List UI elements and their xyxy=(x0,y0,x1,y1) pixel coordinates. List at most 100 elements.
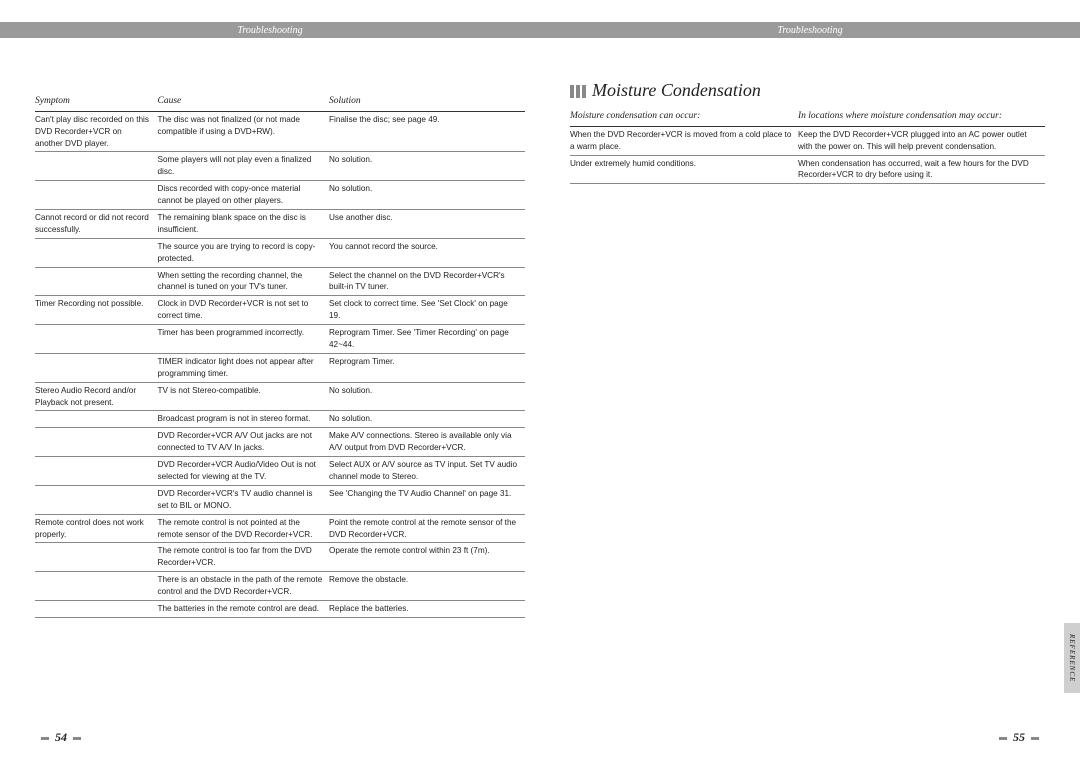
table-cell: The remote control is not pointed at the… xyxy=(158,514,330,543)
table-cell: DVD Recorder+VCR A/V Out jacks are not c… xyxy=(158,428,330,457)
table-cell: No solution. xyxy=(329,411,525,428)
section-heading: Moisture Condensation xyxy=(570,80,761,101)
table-cell: See 'Changing the TV Audio Channel' on p… xyxy=(329,485,525,514)
page-number-right: 55 xyxy=(996,730,1042,745)
col-symptom: Symptom xyxy=(35,93,158,111)
table-row: The batteries in the remote control are … xyxy=(35,601,525,618)
table-cell xyxy=(35,428,158,457)
table-cell: DVD Recorder+VCR Audio/Video Out is not … xyxy=(158,457,330,486)
table-cell xyxy=(35,572,158,601)
table-cell: Remote control does not work properly. xyxy=(35,514,158,543)
table-cell: You cannot record the source. xyxy=(329,238,525,267)
header-left-text: Troubleshooting xyxy=(237,25,302,36)
table-row: The remote control is too far from the D… xyxy=(35,543,525,572)
table-row: Stereo Audio Record and/or Playback not … xyxy=(35,382,525,411)
page-num-right: 55 xyxy=(1013,730,1025,744)
table-row: Broadcast program is not in stereo forma… xyxy=(35,411,525,428)
side-tab-text: REFERENCE xyxy=(1068,634,1076,682)
col-cause: Cause xyxy=(158,93,330,111)
table-cell xyxy=(35,411,158,428)
table-cell: TIMER indicator light does not appear af… xyxy=(158,353,330,382)
table-cell xyxy=(35,325,158,354)
left-content: Symptom Cause Solution Can't play disc r… xyxy=(35,93,525,618)
table-cell: Reprogram Timer. xyxy=(329,353,525,382)
table-cell: DVD Recorder+VCR's TV audio channel is s… xyxy=(158,485,330,514)
table-row: Timer has been programmed incorrectly.Re… xyxy=(35,325,525,354)
col-moisture-locations: In locations where moisture condensation… xyxy=(798,108,1045,126)
table-cell: Reprogram Timer. See 'Timer Recording' o… xyxy=(329,325,525,354)
page-num-bar-icon xyxy=(999,737,1007,740)
table-row: Timer Recording not possible.Clock in DV… xyxy=(35,296,525,325)
table-row: When the DVD Recorder+VCR is moved from … xyxy=(570,126,1045,155)
moisture-table: Moisture condensation can occur: In loca… xyxy=(570,108,1045,184)
table-cell xyxy=(35,543,158,572)
header-band-right: Troubleshooting xyxy=(540,22,1080,38)
table-row: There is an obstacle in the path of the … xyxy=(35,572,525,601)
table-cell: The remaining blank space on the disc is… xyxy=(158,210,330,239)
table-header-row: Moisture condensation can occur: In loca… xyxy=(570,108,1045,126)
table-row: DVD Recorder+VCR A/V Out jacks are not c… xyxy=(35,428,525,457)
table-cell xyxy=(35,353,158,382)
table-cell: Can't play disc recorded on this DVD Rec… xyxy=(35,111,158,152)
table-cell: Operate the remote control within 23 ft … xyxy=(329,543,525,572)
table-cell: There is an obstacle in the path of the … xyxy=(158,572,330,601)
heading-bars-icon xyxy=(570,85,586,98)
table-cell: When condensation has occurred, wait a f… xyxy=(798,155,1045,184)
table-cell: The batteries in the remote control are … xyxy=(158,601,330,618)
page-right: Troubleshooting Moisture Condensation Mo… xyxy=(540,0,1080,763)
table-cell: Select the channel on the DVD Recorder+V… xyxy=(329,267,525,296)
header-right-text: Troubleshooting xyxy=(777,25,842,36)
table-row: DVD Recorder+VCR's TV audio channel is s… xyxy=(35,485,525,514)
table-cell: Stereo Audio Record and/or Playback not … xyxy=(35,382,158,411)
page-left: Troubleshooting Symptom Cause Solution C… xyxy=(0,0,540,763)
col-moisture-occur: Moisture condensation can occur: xyxy=(570,108,798,126)
troubleshooting-table: Symptom Cause Solution Can't play disc r… xyxy=(35,93,525,618)
table-cell: Replace the batteries. xyxy=(329,601,525,618)
page-num-left: 54 xyxy=(55,730,67,744)
header-band-left: Troubleshooting xyxy=(0,22,540,38)
section-heading-text: Moisture Condensation xyxy=(592,80,761,100)
table-cell: Use another disc. xyxy=(329,210,525,239)
table-cell: Remove the obstacle. xyxy=(329,572,525,601)
table-cell: Set clock to correct time. See 'Set Cloc… xyxy=(329,296,525,325)
table-cell: Make A/V connections. Stereo is availabl… xyxy=(329,428,525,457)
table-row: Remote control does not work properly.Th… xyxy=(35,514,525,543)
table-row: Some players will not play even a finali… xyxy=(35,152,525,181)
table-cell: When setting the recording channel, the … xyxy=(158,267,330,296)
page-num-bar-icon xyxy=(41,737,49,740)
two-page-spread: Troubleshooting Symptom Cause Solution C… xyxy=(0,0,1080,763)
table-row: The source you are trying to record is c… xyxy=(35,238,525,267)
table-cell xyxy=(35,601,158,618)
table-row: Can't play disc recorded on this DVD Rec… xyxy=(35,111,525,152)
table-cell: No solution. xyxy=(329,152,525,181)
table-cell: Timer has been programmed incorrectly. xyxy=(158,325,330,354)
table-cell xyxy=(35,457,158,486)
table-cell: The remote control is too far from the D… xyxy=(158,543,330,572)
table-row: TIMER indicator light does not appear af… xyxy=(35,353,525,382)
table-cell: Timer Recording not possible. xyxy=(35,296,158,325)
table-cell: Keep the DVD Recorder+VCR plugged into a… xyxy=(798,126,1045,155)
table-cell xyxy=(35,238,158,267)
table-cell: Cannot record or did not record successf… xyxy=(35,210,158,239)
table-cell xyxy=(35,152,158,181)
side-tab: REFERENCE xyxy=(1064,623,1080,693)
table-cell: Select AUX or A/V source as TV input. Se… xyxy=(329,457,525,486)
page-num-bar-icon xyxy=(1031,737,1039,740)
table-row: Discs recorded with copy-once material c… xyxy=(35,181,525,210)
table-row: Cannot record or did not record successf… xyxy=(35,210,525,239)
table-cell: Under extremely humid conditions. xyxy=(570,155,798,184)
col-solution: Solution xyxy=(329,93,525,111)
page-number-left: 54 xyxy=(38,730,84,745)
table-cell: The source you are trying to record is c… xyxy=(158,238,330,267)
table-row: When setting the recording channel, the … xyxy=(35,267,525,296)
table-row: Under extremely humid conditions.When co… xyxy=(570,155,1045,184)
table-cell xyxy=(35,485,158,514)
right-content: Moisture condensation can occur: In loca… xyxy=(570,108,1045,184)
table-cell xyxy=(35,181,158,210)
table-cell: The disc was not finalized (or not made … xyxy=(158,111,330,152)
table-cell: No solution. xyxy=(329,382,525,411)
table-cell: TV is not Stereo-compatible. xyxy=(158,382,330,411)
page-num-bar-icon xyxy=(73,737,81,740)
table-header-row: Symptom Cause Solution xyxy=(35,93,525,111)
table-cell: Discs recorded with copy-once material c… xyxy=(158,181,330,210)
